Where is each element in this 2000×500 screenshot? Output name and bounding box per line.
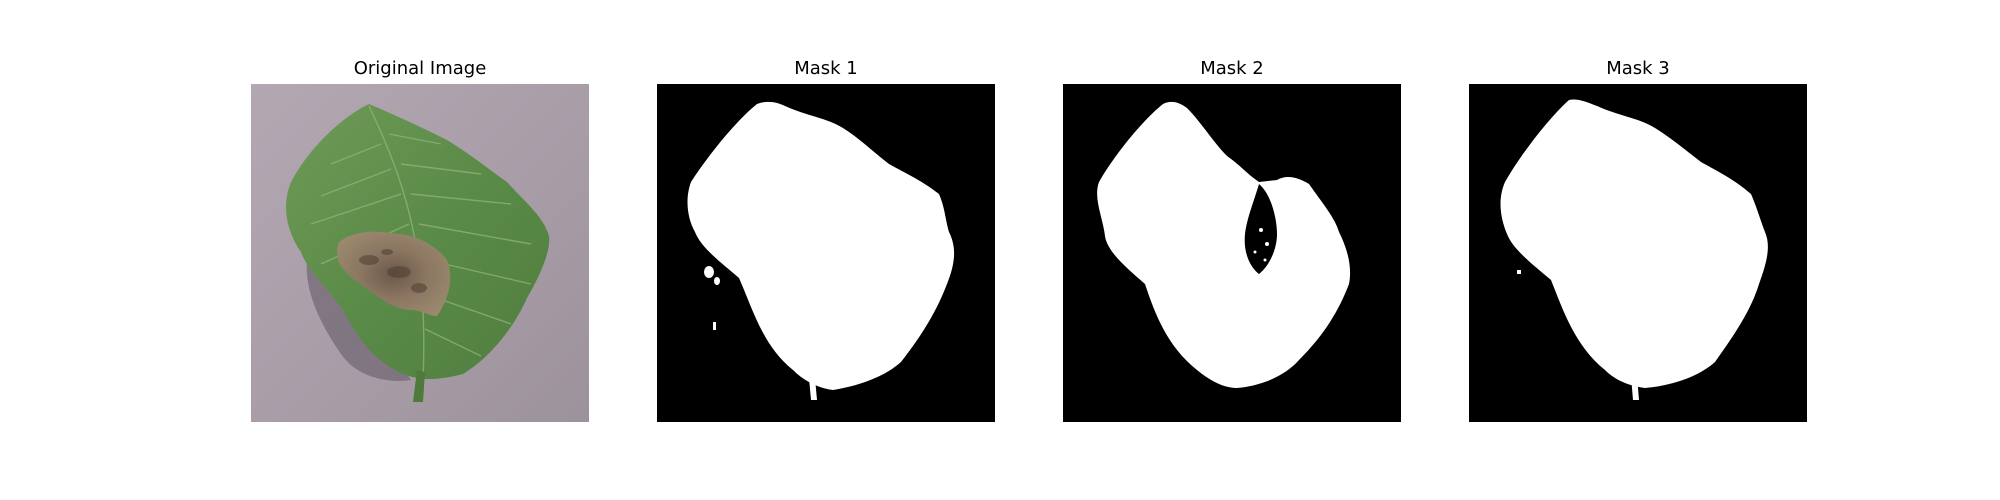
panel-title-mask-3: Mask 3 [1606,58,1670,79]
panel-title-original: Original Image [353,58,487,79]
panel-title-mask-2: Mask 2 [1200,58,1264,79]
mask-1-image [657,84,995,422]
panel-title-mask-1: Mask 1 [794,58,858,79]
mask-2-shape [1063,84,1401,422]
leaf-photo [251,84,589,422]
mask-3-image [1469,84,1807,422]
mask-2-image [1063,84,1401,422]
mask-1-shape [657,84,995,422]
original-image [251,84,589,422]
mask-3-shape [1469,84,1807,422]
